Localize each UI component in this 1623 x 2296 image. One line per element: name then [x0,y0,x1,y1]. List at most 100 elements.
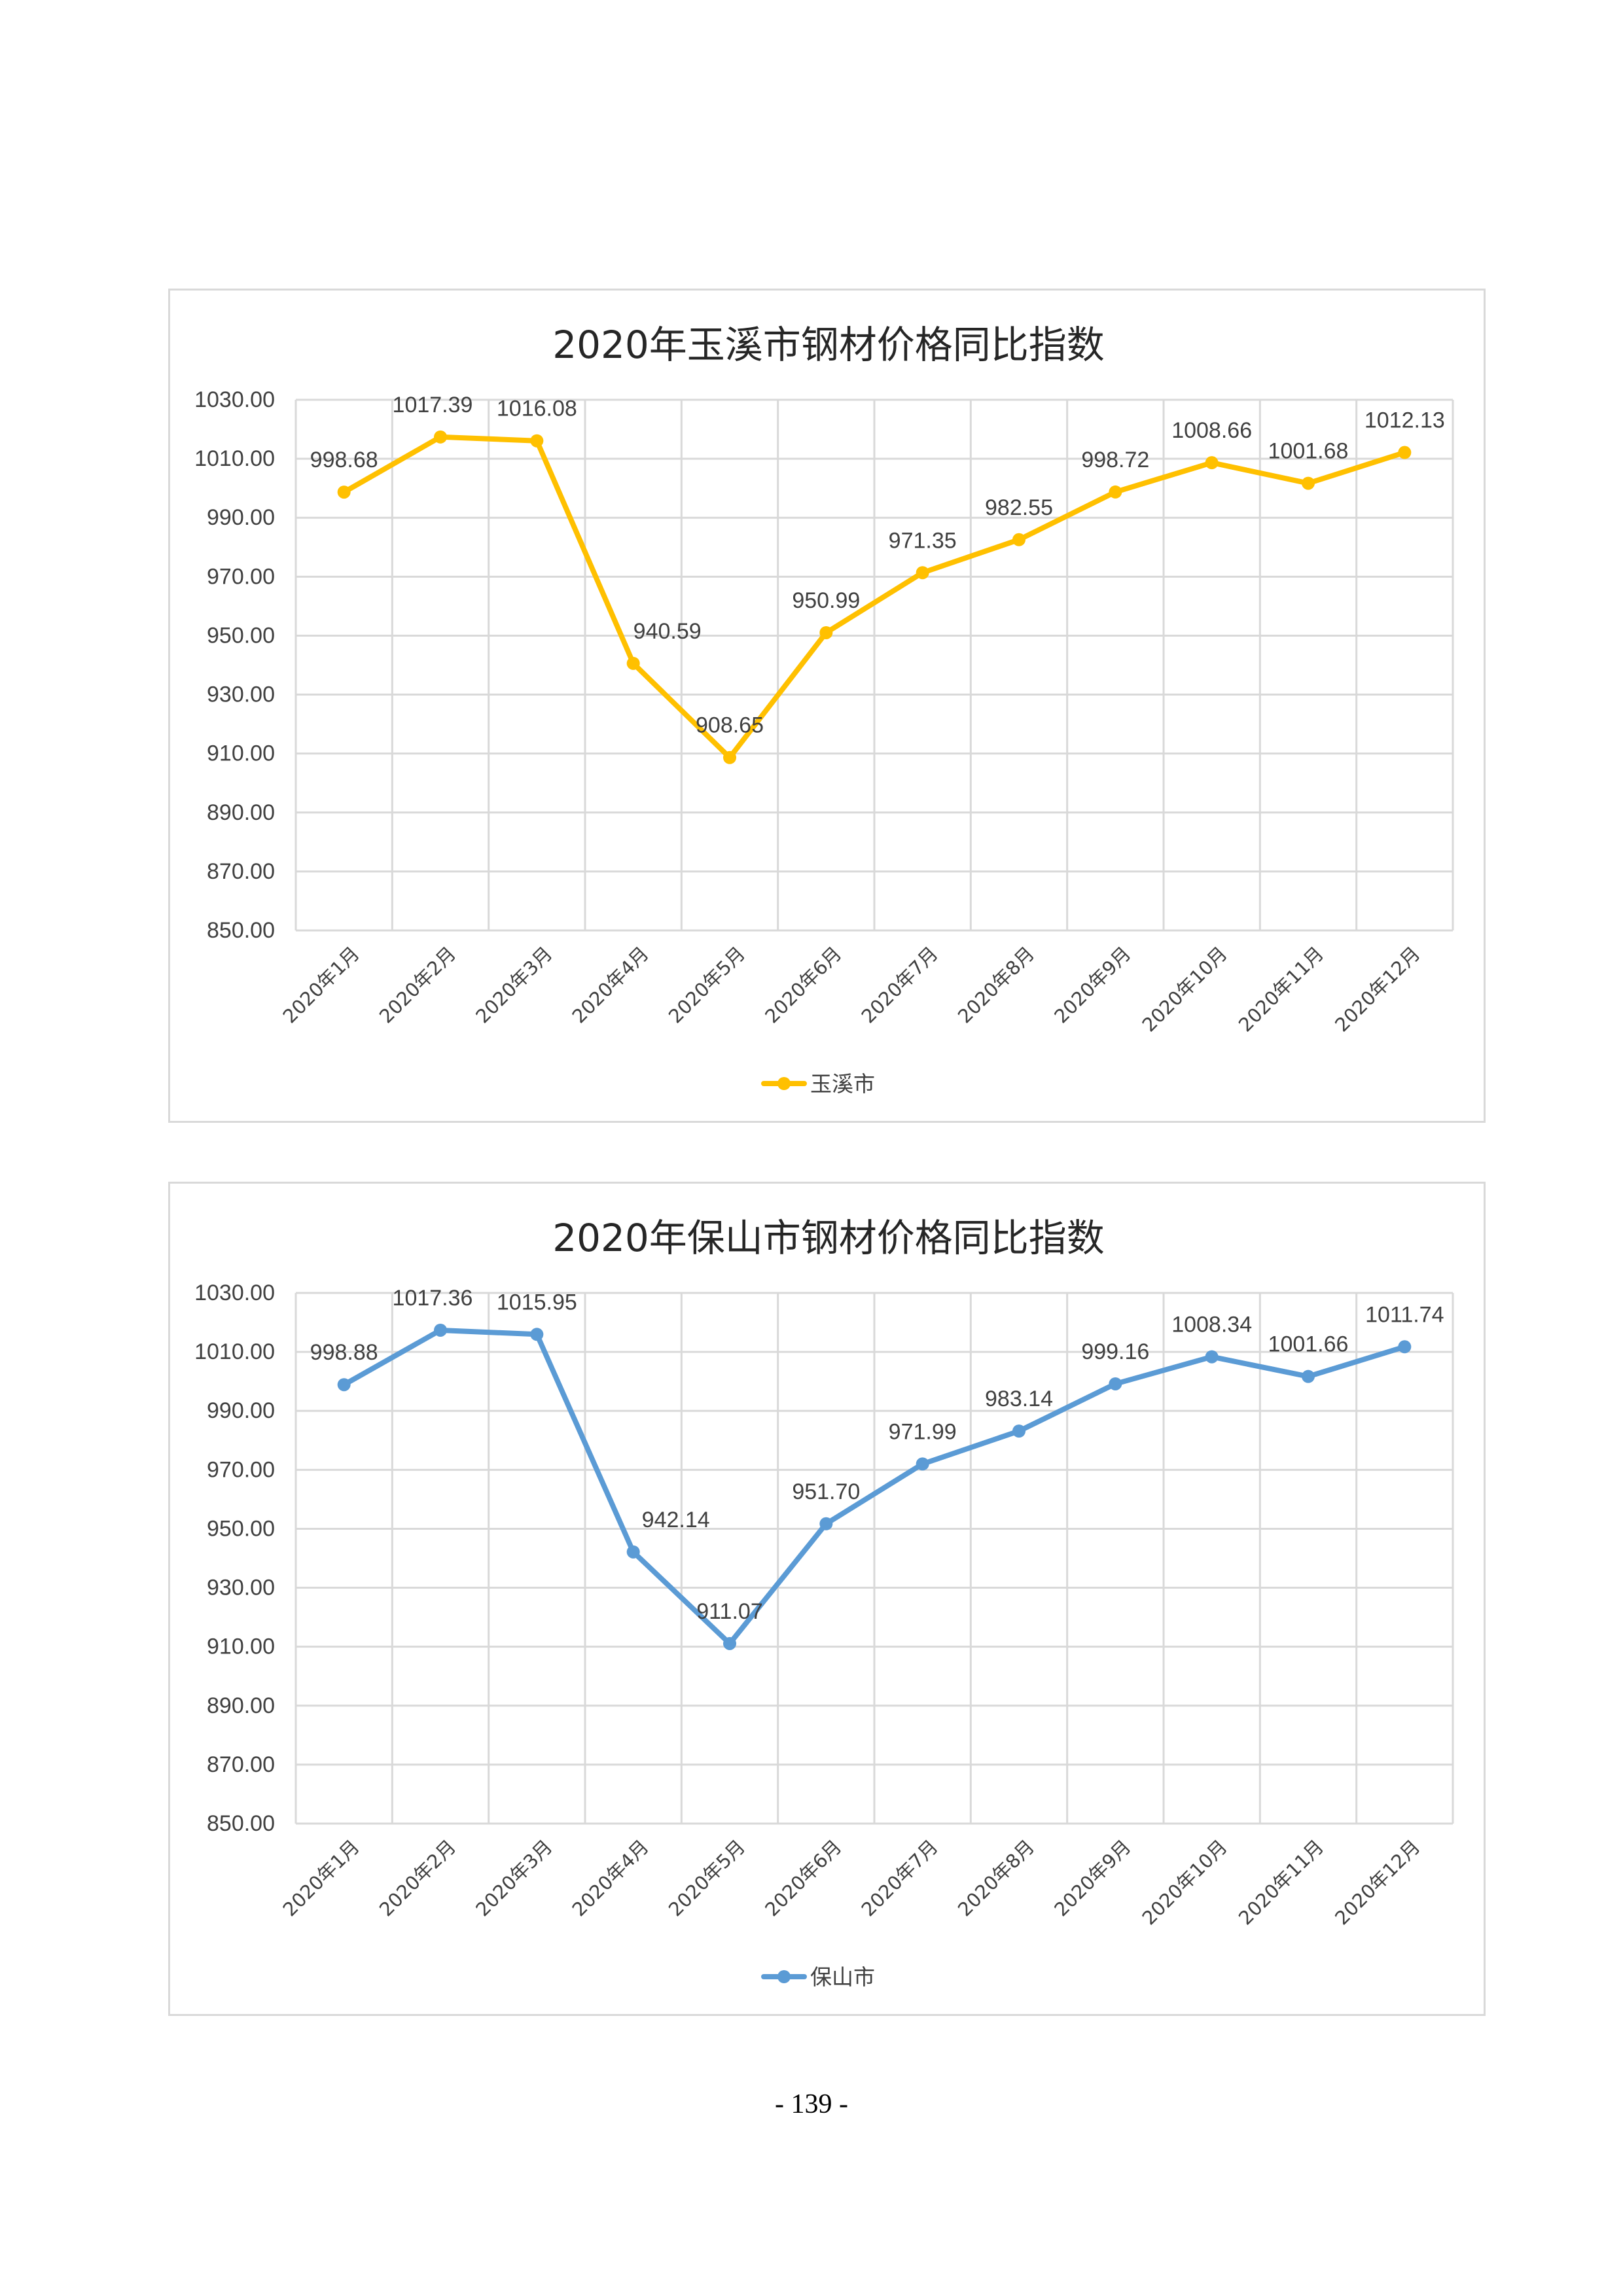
data-point [723,751,736,764]
x-axis-ticks: 2020年1月 2020年2月 2020年3月 2020年4月 2020年5月 2020年… [279,1835,1425,1929]
data-point [1205,1350,1219,1364]
legend: 保山市 [761,1964,875,1990]
y-axis-ticks: 1030.00 1010.00 990.00 970.00 950.00 930.00 91… [194,387,275,943]
data-label: 1017.36 [393,1286,473,1311]
x-tick-label: 2020年7月 [857,1835,942,1920]
x-tick-label: 2020年4月 [568,942,653,1027]
x-tick-label: 2020年10月 [1138,942,1232,1036]
y-axis-ticks: 1030.00 1010.00 990.00 970.00 950.00 930.00 91… [194,1280,275,1836]
page-number: - 139 - [775,2089,848,2119]
y-tick-label: 870.00 [207,1752,275,1777]
chart-yuxi-svg: 2020年玉溪市钢材价格同比指数 1030.00 1010.00 990.00 970… [194,323,1454,1097]
data-label: 971.99 [889,1419,957,1444]
x-tick-label: 2020年10月 [1138,1835,1232,1929]
data-label: 1012.13 [1364,408,1445,433]
data-label: 998.68 [310,448,378,472]
x-tick-label: 2020年9月 [1050,942,1135,1027]
x-tick-label: 2020年5月 [664,942,749,1027]
data-label: 982.55 [985,495,1053,520]
legend: 玉溪市 [761,1071,875,1097]
data-point [916,1457,929,1471]
data-point [626,1545,640,1559]
x-tick-label: 2020年7月 [857,942,942,1027]
x-axis-ticks: 2020年1月 2020年2月 2020年3月 2020年4月 2020年5月 2020年… [279,942,1425,1036]
data-point [434,430,447,444]
x-tick-label: 2020年8月 [954,1835,1039,1920]
data-point [1012,1424,1026,1438]
x-tick-label: 2020年2月 [375,942,460,1027]
y-tick-label: 1010.00 [194,1339,275,1364]
data-label: 1017.39 [393,393,473,417]
y-tick-label: 950.00 [207,1516,275,1541]
y-tick-label: 990.00 [207,1398,275,1423]
data-label: 998.88 [310,1340,378,1365]
y-tick-label: 930.00 [207,1576,275,1600]
series-line [341,434,1408,760]
chart-baoshan-svg: 2020年保山市钢材价格同比指数 1030.00 1010.00 990.00 970… [194,1216,1454,1990]
x-tick-label: 2020年11月 [1234,1835,1328,1929]
y-tick-label: 870.00 [207,859,275,884]
y-tick-label: 850.00 [207,1811,275,1836]
data-label: 908.65 [696,713,764,738]
legend-marker-swatch [777,1077,791,1090]
x-tick-label: 2020年12月 [1330,942,1424,1036]
data-point [337,1378,351,1392]
series-line [341,1327,1408,1646]
data-label: 983.14 [985,1386,1053,1411]
y-tick-label: 970.00 [207,564,275,589]
data-point [337,486,351,499]
legend-label: 玉溪市 [810,1071,875,1097]
x-tick-label: 2020年3月 [471,942,556,1027]
data-label-layer: 998.88 1017.36 1015.95 942.14 911.07 951.70 97… [310,1286,1444,1624]
data-label: 951.70 [792,1479,860,1504]
x-tick-label: 2020年6月 [760,942,846,1027]
x-tick-label: 2020年5月 [664,1835,749,1920]
y-tick-label: 850.00 [207,918,275,943]
x-tick-label: 2020年11月 [1234,942,1328,1036]
data-point [1205,456,1219,470]
x-tick-label: 2020年6月 [760,1835,846,1920]
data-label: 1008.34 [1171,1313,1252,1337]
y-tick-label: 930.00 [207,682,275,707]
data-point [1398,1340,1412,1354]
legend-marker-swatch [777,1970,791,1983]
data-point [916,566,929,580]
data-point [530,434,544,448]
legend-label: 保山市 [810,1964,875,1990]
y-tick-label: 910.00 [207,741,275,766]
data-point [434,1323,447,1337]
data-point [1012,533,1026,546]
chart-title: 2020年玉溪市钢材价格同比指数 [552,323,1105,367]
data-point [1109,1377,1122,1390]
x-tick-label: 2020年9月 [1050,1835,1135,1920]
data-point [819,1517,833,1530]
y-tick-label: 890.00 [207,1693,275,1718]
data-point [626,656,640,670]
y-tick-label: 1030.00 [194,1280,275,1305]
x-tick-label: 2020年8月 [954,942,1039,1027]
data-point [1302,1369,1315,1383]
data-label: 1001.66 [1268,1332,1349,1357]
x-tick-label: 2020年4月 [568,1835,653,1920]
data-label-layer: 998.68 1017.39 1016.08 940.59 908.65 950.99 97… [310,393,1445,738]
data-label: 1016.08 [497,397,577,421]
data-label: 950.99 [792,588,860,613]
data-point [1398,446,1412,459]
grid-layer [294,1292,1454,1825]
x-tick-label: 2020年2月 [375,1835,460,1920]
series-layer [337,1323,1412,1650]
data-point [1302,476,1315,490]
data-point [723,1636,736,1650]
data-label: 998.72 [1081,448,1149,472]
x-tick-label: 2020年1月 [279,942,364,1027]
data-label: 942.14 [642,1508,710,1532]
data-label: 1015.95 [497,1290,577,1315]
y-tick-label: 910.00 [207,1634,275,1659]
data-label: 1001.68 [1268,439,1349,464]
y-tick-label: 950.00 [207,623,275,648]
data-label: 1008.66 [1171,418,1252,443]
data-point [819,626,833,639]
grid-layer [294,398,1454,932]
data-label: 1011.74 [1365,1302,1444,1327]
chart-title: 2020年保山市钢材价格同比指数 [552,1216,1105,1260]
